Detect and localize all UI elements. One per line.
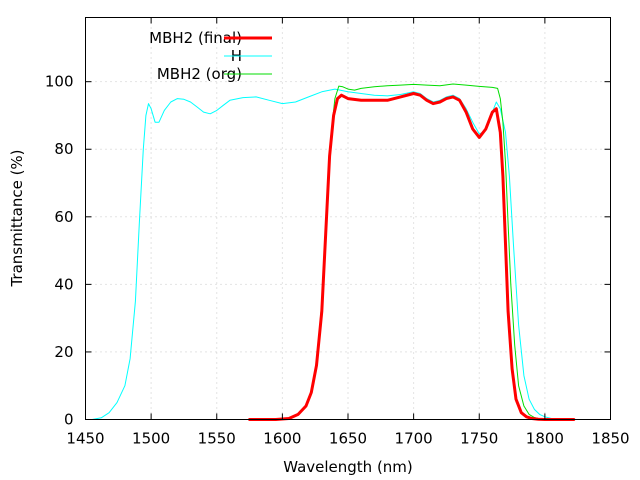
x-tick-label: 1700 (395, 430, 433, 448)
y-tick-label: 0 (64, 411, 74, 429)
x-tick-label: 1850 (591, 430, 629, 448)
x-tick-label: 1550 (198, 430, 236, 448)
series-layer (91, 83, 576, 421)
x-tick-label: 1650 (329, 430, 367, 448)
y-tick-label: 60 (54, 208, 73, 226)
grid-lines (85, 17, 611, 420)
y-tick-label: 40 (54, 275, 73, 293)
legend-label: MBH2 (org) (157, 65, 242, 83)
x-tick-label: 1600 (263, 430, 301, 448)
series-line-mbh2-org (249, 83, 575, 420)
x-tick-label: 1500 (132, 430, 170, 448)
x-tick-label: 1800 (526, 430, 564, 448)
series-line-mbh2-final (248, 92, 576, 421)
axis-ticks (85, 17, 611, 420)
x-tick-label: 1450 (66, 430, 104, 448)
x-tick-labels: 1450 1500 1550 1600 1650 1700 1750 1800 1850 (66, 430, 629, 448)
x-tick-label: 1750 (460, 430, 498, 448)
series-line-h (91, 88, 572, 420)
x-axis-title: Wavelength (nm) (283, 458, 413, 476)
y-axis-title: Transmittance (%) (8, 149, 26, 287)
legend-label: MBH2 (final) (149, 29, 242, 47)
y-tick-label: 100 (45, 73, 74, 91)
y-tick-label: 20 (54, 343, 73, 361)
y-tick-label: 80 (54, 140, 73, 158)
y-tick-labels: 0 20 40 60 80 100 (45, 73, 74, 429)
